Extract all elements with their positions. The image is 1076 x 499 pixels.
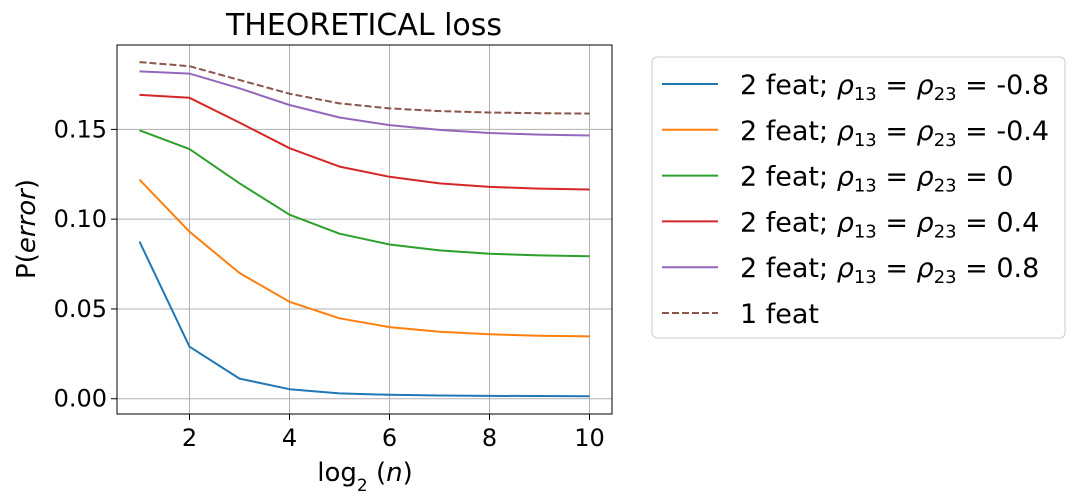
series-line-5 bbox=[139, 70, 590, 137]
series-line-2 bbox=[138, 179, 590, 338]
x-axis-ticks: 2 4 6 8 10 bbox=[182, 414, 605, 452]
series-line-1 bbox=[138, 241, 590, 398]
legend: 2 feat; ρ13 = ρ23 = -0.8 2 feat; ρ13 = ρ2… bbox=[651, 56, 1066, 339]
x-tick-label: 2 bbox=[182, 424, 197, 452]
x-tick-label: 8 bbox=[482, 424, 497, 452]
y-tick-label: 0.15 bbox=[54, 115, 107, 143]
svg-text:log2 (n): log2 (n) bbox=[317, 458, 413, 496]
legend-frame bbox=[651, 56, 1066, 339]
y-tick-label: 0.10 bbox=[54, 205, 107, 233]
svg-text:P(error): P(error) bbox=[12, 179, 42, 279]
y-axis-ticks: 0.00 0.05 0.10 0.15 bbox=[54, 115, 117, 413]
grid bbox=[117, 45, 612, 414]
series-line-3 bbox=[139, 129, 590, 258]
plot-frame bbox=[116, 44, 613, 415]
x-axis-label: log2 (n) bbox=[317, 458, 413, 496]
legend-label-5: 2 feat; ρ13 = ρ23 = 0.8 bbox=[740, 253, 1039, 288]
y-tick-label: 0.05 bbox=[54, 295, 107, 323]
legend-label-6: 1 feat bbox=[740, 299, 819, 330]
legend-label-4: 2 feat; ρ13 = ρ23 = 0.4 bbox=[740, 207, 1039, 242]
legend-label-3: 2 feat; ρ13 = ρ23 = 0 bbox=[740, 162, 1014, 197]
y-tick-label: 0.00 bbox=[54, 385, 107, 413]
series-lines bbox=[138, 61, 590, 398]
legend-label-2: 2 feat; ρ13 = ρ23 = -0.4 bbox=[740, 116, 1049, 151]
chart-title: THEORETICAL loss bbox=[225, 8, 502, 43]
x-tick-label: 10 bbox=[574, 424, 605, 452]
series-line-6 bbox=[139, 61, 590, 115]
series-line-4 bbox=[139, 93, 590, 191]
legend-label-1: 2 feat; ρ13 = ρ23 = -0.8 bbox=[740, 70, 1049, 105]
x-tick-label: 4 bbox=[282, 424, 297, 452]
x-tick-label: 6 bbox=[382, 424, 397, 452]
y-axis-label: P(error) bbox=[12, 179, 42, 279]
